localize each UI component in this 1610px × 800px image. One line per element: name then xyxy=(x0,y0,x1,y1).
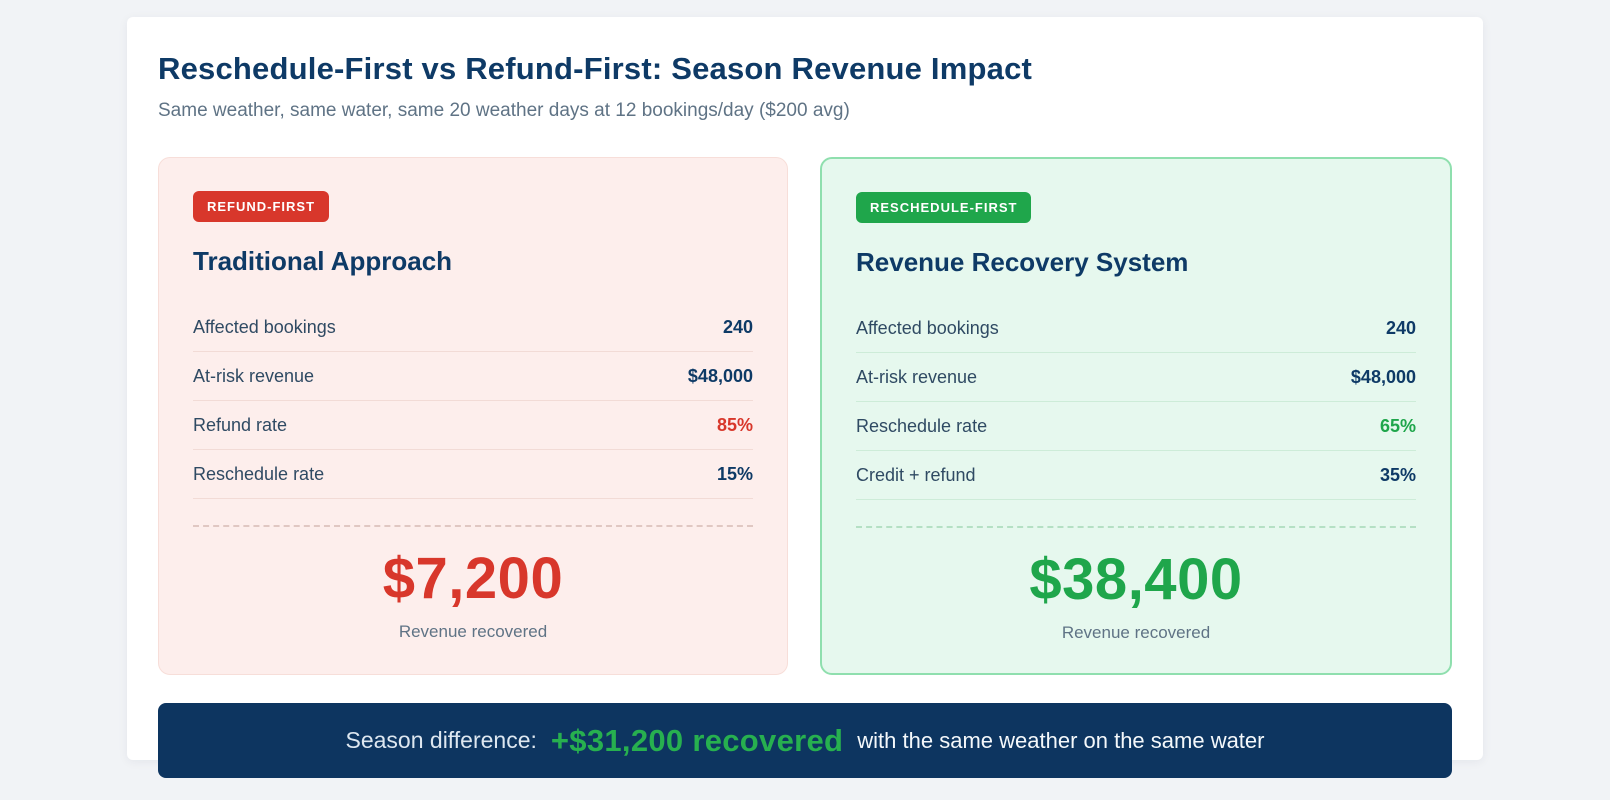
stat-value: 15% xyxy=(716,464,753,484)
page-subtitle: Same weather, same water, same 20 weathe… xyxy=(158,100,850,121)
reschedule-first-stats: Affected bookings 240 At-risk revenue $4… xyxy=(856,304,1416,500)
stat-row-credit-plus-refund: Credit + refund 35% xyxy=(856,451,1416,500)
stat-value: 240 xyxy=(722,317,753,337)
stat-row-affected-bookings: Affected bookings 240 xyxy=(193,303,753,352)
refund-first-total-label: Revenue recovered xyxy=(398,622,548,641)
stat-row-refund-rate: Refund rate 85% xyxy=(193,401,753,450)
stat-value: 240 xyxy=(1385,318,1416,338)
stat-value: $48,000 xyxy=(1350,367,1416,387)
banner-highlight-value: +$31,200 recovered xyxy=(550,722,844,758)
stat-label: Affected bookings xyxy=(193,317,336,337)
stat-row-reschedule-rate: Reschedule rate 65% xyxy=(856,402,1416,451)
reschedule-first-card: RESCHEDULE-FIRST Revenue Recovery System… xyxy=(820,157,1452,675)
dashed-divider xyxy=(193,525,753,527)
stat-value: 85% xyxy=(716,415,753,435)
season-difference-banner: Season difference: +$31,200 recovered wi… xyxy=(158,703,1452,778)
refund-first-card: REFUND-FIRST Traditional Approach Affect… xyxy=(158,157,788,675)
refund-first-stats: Affected bookings 240 At-risk revenue $4… xyxy=(193,303,753,499)
refund-first-total-value: $7,200 xyxy=(382,546,564,611)
stat-value: 65% xyxy=(1379,416,1416,436)
stat-label: Affected bookings xyxy=(856,318,999,338)
banner-suffix: with the same weather on the same water xyxy=(857,727,1265,753)
stat-label: At-risk revenue xyxy=(856,367,978,387)
reschedule-first-total-label: Revenue recovered xyxy=(1061,623,1211,642)
main-panel: Reschedule-First vs Refund-First: Season… xyxy=(127,17,1483,778)
banner-label: Season difference: xyxy=(345,727,537,753)
reschedule-first-badge: RESCHEDULE-FIRST xyxy=(856,192,1032,223)
reschedule-first-card-title: Revenue Recovery System xyxy=(856,247,1189,277)
stat-row-reschedule-rate: Reschedule rate 15% xyxy=(193,450,753,499)
stat-label: At-risk revenue xyxy=(193,366,315,386)
reschedule-first-total-value: $38,400 xyxy=(1029,547,1243,612)
refund-first-card-title: Traditional Approach xyxy=(193,246,453,276)
refund-first-badge: REFUND-FIRST xyxy=(193,191,330,222)
stat-row-at-risk-revenue: At-risk revenue $48,000 xyxy=(856,353,1416,402)
stat-label: Credit + refund xyxy=(856,465,976,485)
comparison-cards: REFUND-FIRST Traditional Approach Affect… xyxy=(158,157,1452,675)
stat-value: $48,000 xyxy=(687,366,753,386)
stat-row-at-risk-revenue: At-risk revenue $48,000 xyxy=(193,352,753,401)
page-title: Reschedule-First vs Refund-First: Season… xyxy=(158,51,1033,86)
stat-value: 35% xyxy=(1379,465,1416,485)
stat-label: Refund rate xyxy=(193,415,288,435)
stat-label: Reschedule rate xyxy=(856,416,988,436)
dashed-divider xyxy=(856,526,1416,528)
stat-label: Reschedule rate xyxy=(193,464,325,484)
stat-row-affected-bookings: Affected bookings 240 xyxy=(856,304,1416,353)
